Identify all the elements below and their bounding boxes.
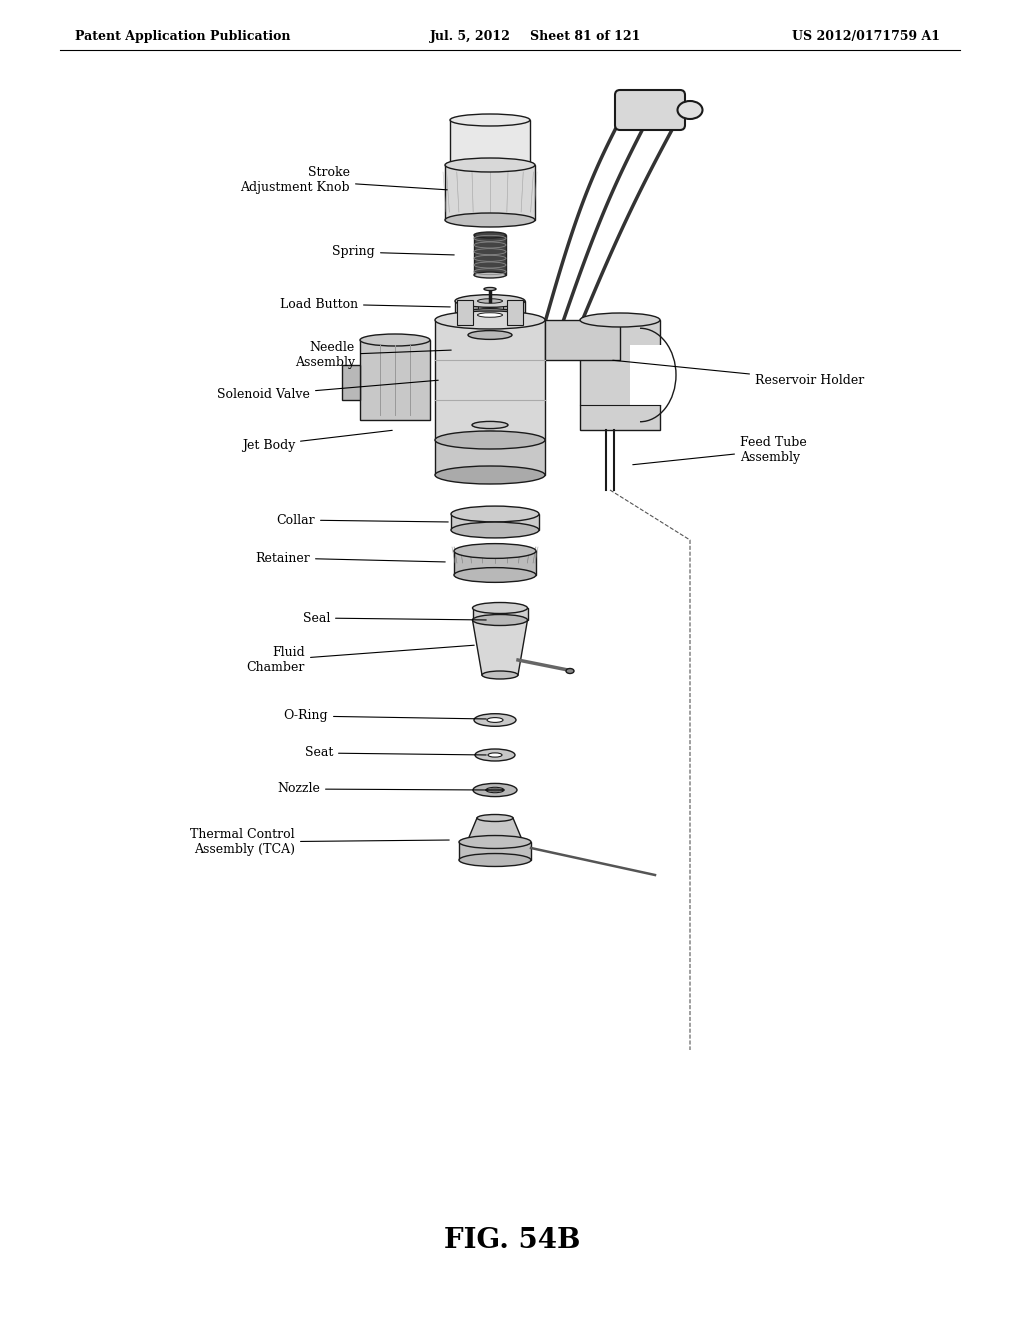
Bar (435, 319, 545, 440)
Ellipse shape (450, 114, 530, 125)
Text: Nozzle: Nozzle (278, 783, 486, 796)
Bar (342, 366, 360, 400)
Bar (474, 235, 506, 275)
Text: Reservoir Holder: Reservoir Holder (612, 360, 864, 387)
Ellipse shape (472, 602, 527, 614)
Ellipse shape (455, 309, 525, 321)
Ellipse shape (459, 854, 531, 866)
Bar (472, 609, 527, 620)
Ellipse shape (486, 789, 504, 791)
Bar (472, 425, 508, 436)
Bar (450, 120, 530, 165)
Text: US 2012/0171759 A1: US 2012/0171759 A1 (792, 30, 940, 44)
Text: Needle
Assembly: Needle Assembly (295, 341, 452, 370)
Ellipse shape (459, 836, 531, 849)
Ellipse shape (455, 294, 525, 308)
Text: Retainer: Retainer (255, 552, 445, 565)
Ellipse shape (475, 748, 515, 762)
Ellipse shape (468, 318, 512, 327)
Text: Jet Body: Jet Body (242, 430, 392, 451)
Ellipse shape (473, 783, 517, 796)
Ellipse shape (472, 432, 508, 438)
Ellipse shape (451, 506, 539, 521)
Text: Load Button: Load Button (280, 297, 451, 310)
Text: Seat: Seat (304, 747, 486, 759)
Ellipse shape (451, 523, 539, 539)
Text: Stroke
Adjustment Knob: Stroke Adjustment Knob (241, 166, 447, 194)
Ellipse shape (486, 787, 504, 793)
Ellipse shape (487, 618, 503, 623)
Ellipse shape (566, 668, 574, 673)
Text: Patent Application Publication: Patent Application Publication (75, 30, 291, 44)
Polygon shape (472, 620, 527, 675)
Ellipse shape (472, 421, 508, 429)
Bar (445, 165, 535, 220)
Bar (455, 301, 525, 315)
Bar (459, 842, 531, 861)
Ellipse shape (473, 614, 517, 627)
Ellipse shape (488, 752, 502, 758)
Text: Collar: Collar (276, 513, 449, 527)
Ellipse shape (450, 158, 530, 172)
Ellipse shape (482, 671, 518, 678)
Ellipse shape (435, 466, 545, 484)
Bar (451, 513, 539, 531)
Text: Fluid
Chamber: Fluid Chamber (247, 645, 474, 675)
Text: O-Ring: O-Ring (284, 710, 486, 722)
Ellipse shape (477, 298, 503, 304)
Ellipse shape (487, 718, 503, 722)
Ellipse shape (445, 213, 535, 227)
Ellipse shape (474, 714, 516, 726)
Text: Spring: Spring (332, 246, 455, 259)
Bar (435, 440, 545, 475)
Bar (457, 300, 473, 325)
Ellipse shape (435, 432, 545, 449)
Bar (477, 301, 503, 315)
Ellipse shape (445, 158, 535, 172)
Ellipse shape (477, 313, 503, 317)
Text: Jul. 5, 2012: Jul. 5, 2012 (430, 30, 511, 44)
Text: Sheet 81 of 121: Sheet 81 of 121 (530, 30, 640, 44)
Text: FIG. 54B: FIG. 54B (443, 1226, 581, 1254)
Text: Seal: Seal (303, 611, 486, 624)
FancyBboxPatch shape (615, 90, 685, 129)
Ellipse shape (474, 272, 506, 279)
Bar (630, 345, 680, 405)
Bar (580, 319, 660, 430)
Text: Thermal Control
Assembly (TCA): Thermal Control Assembly (TCA) (190, 828, 450, 855)
Bar (507, 300, 523, 325)
Ellipse shape (474, 232, 506, 238)
Text: Solenoid Valve: Solenoid Valve (217, 380, 438, 401)
Ellipse shape (360, 334, 430, 346)
Ellipse shape (468, 330, 512, 339)
Bar (545, 319, 620, 360)
Text: Feed Tube
Assembly: Feed Tube Assembly (633, 436, 807, 465)
Ellipse shape (484, 288, 496, 290)
Ellipse shape (472, 615, 527, 626)
Ellipse shape (580, 313, 660, 327)
Polygon shape (467, 818, 523, 842)
Ellipse shape (454, 544, 536, 558)
Bar (360, 341, 430, 420)
Ellipse shape (678, 102, 702, 119)
Ellipse shape (454, 568, 536, 582)
Bar (468, 323, 512, 335)
Ellipse shape (435, 312, 545, 329)
Bar (454, 550, 536, 576)
Ellipse shape (477, 814, 513, 821)
